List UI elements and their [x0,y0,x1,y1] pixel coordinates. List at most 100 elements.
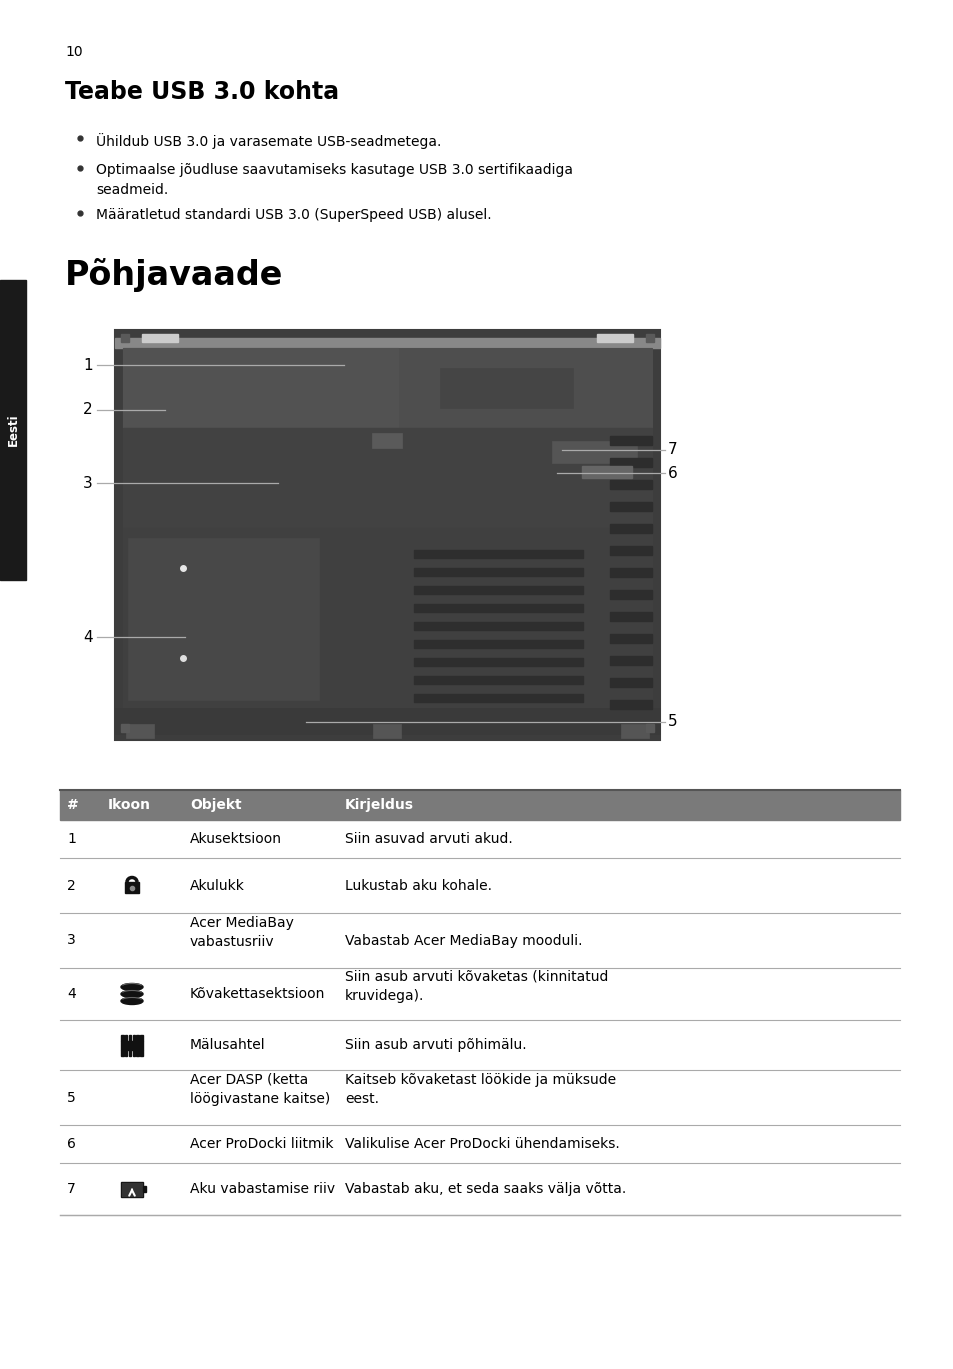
Bar [609,524,651,533]
Bar [609,459,651,467]
Text: 6: 6 [667,465,677,481]
Text: Eesti: Eesti [7,413,19,446]
Text: Lukustab aku kohale.: Lukustab aku kohale. [345,879,492,893]
Bar [440,368,572,408]
Bar [597,334,633,342]
Bar [129,1035,132,1040]
Bar [609,656,651,665]
Bar [609,435,651,445]
Text: Objekt: Objekt [190,798,241,812]
Bar [142,334,178,342]
Bar [0,281,26,580]
Bar [126,724,153,738]
Bar [609,546,651,554]
Text: 7: 7 [67,1181,75,1197]
Bar [581,465,631,478]
Bar [414,676,582,684]
Bar [414,639,582,648]
Text: Teabe USB 3.0 kohta: Teabe USB 3.0 kohta [65,79,338,104]
Bar [140,1035,143,1040]
Text: Vabastab Acer MediaBay mooduli.: Vabastab Acer MediaBay mooduli. [345,934,582,947]
Text: 6: 6 [67,1138,76,1151]
Bar [414,622,582,630]
Bar [414,604,582,612]
Bar [132,1035,135,1040]
Text: 3: 3 [83,475,92,490]
Bar [414,658,582,665]
Text: #: # [67,798,79,812]
Bar [125,882,139,893]
Bar [115,338,659,348]
Text: Ikoon: Ikoon [108,798,151,812]
Bar [60,790,899,820]
Text: 2: 2 [83,402,92,418]
Bar [121,1050,124,1055]
Bar [129,1050,132,1055]
Bar [609,700,651,709]
Bar [125,1035,128,1040]
Bar [122,1183,142,1195]
Text: Acer MediaBay
vabastusriiv: Acer MediaBay vabastusriiv [190,916,294,949]
Text: Acer DASP (ketta
löögivastane kaitse): Acer DASP (ketta löögivastane kaitse) [190,1073,330,1106]
Text: Määratletud standardi USB 3.0 (SuperSpeed USB) alusel.: Määratletud standardi USB 3.0 (SuperSpee… [96,208,491,222]
Text: Valikulise Acer ProDocki ühendamiseks.: Valikulise Acer ProDocki ühendamiseks. [345,1138,619,1151]
Text: 2: 2 [67,879,75,893]
Bar [123,428,651,528]
Bar [414,550,582,559]
Bar [609,634,651,643]
Text: 4: 4 [83,630,92,645]
Bar [132,1050,135,1055]
Text: 1: 1 [67,832,76,846]
Bar [128,538,318,700]
Bar [115,708,659,734]
Bar [123,348,397,428]
Text: Akusektsioon: Akusektsioon [190,832,282,846]
Text: Siin asuvad arvuti akud.: Siin asuvad arvuti akud. [345,832,512,846]
Bar [121,1035,124,1040]
Bar [414,568,582,576]
Text: Põhjavaade: Põhjavaade [65,257,283,292]
Text: 5: 5 [67,1091,75,1105]
Text: Kirjeldus: Kirjeldus [345,798,414,812]
Bar [125,1050,128,1055]
Bar [609,590,651,600]
Text: Aku vabastamise riiv: Aku vabastamise riiv [190,1181,335,1197]
Bar [136,1035,139,1040]
Ellipse shape [121,983,143,991]
Bar [609,612,651,622]
Bar [123,348,651,428]
Bar [143,1186,146,1192]
Bar [136,1050,139,1055]
Bar [609,678,651,687]
Text: Kaitseb kõvaketast löökide ja müksude
eest.: Kaitseb kõvaketast löökide ja müksude ee… [345,1073,616,1106]
Text: 3: 3 [67,934,75,947]
Text: Kõvakettasektsioon: Kõvakettasektsioon [190,987,325,1001]
Text: 1: 1 [83,357,92,372]
Ellipse shape [121,998,143,1005]
Bar [115,330,659,741]
Bar [373,724,400,738]
Text: 10: 10 [65,45,83,59]
Bar [121,1040,143,1050]
Bar [121,1181,143,1197]
Text: Acer ProDocki liitmik: Acer ProDocki liitmik [190,1138,334,1151]
Ellipse shape [121,991,143,998]
Text: Ühildub USB 3.0 ja varasemate USB-seadmetega.: Ühildub USB 3.0 ja varasemate USB-seadme… [96,133,441,149]
Text: Vabastab aku, et seda saaks välja võtta.: Vabastab aku, et seda saaks välja võtta. [345,1181,625,1197]
Text: Optimaalse jõudluse saavutamiseks kasutage USB 3.0 sertifikaadiga
seadmeid.: Optimaalse jõudluse saavutamiseks kasuta… [96,163,573,197]
Text: 5: 5 [667,715,677,730]
Text: 7: 7 [667,442,677,457]
Bar [123,528,651,711]
Bar [552,441,637,463]
Bar [609,568,651,576]
Bar [609,481,651,489]
Bar [609,502,651,511]
Text: 4: 4 [67,987,75,1001]
Text: Siin asub arvuti põhimälu.: Siin asub arvuti põhimälu. [345,1038,526,1051]
Text: Mälusahtel: Mälusahtel [190,1038,265,1051]
Bar [140,1050,143,1055]
Text: Akulukk: Akulukk [190,879,245,893]
Bar [372,433,401,448]
Bar [620,724,648,738]
Bar [414,694,582,702]
